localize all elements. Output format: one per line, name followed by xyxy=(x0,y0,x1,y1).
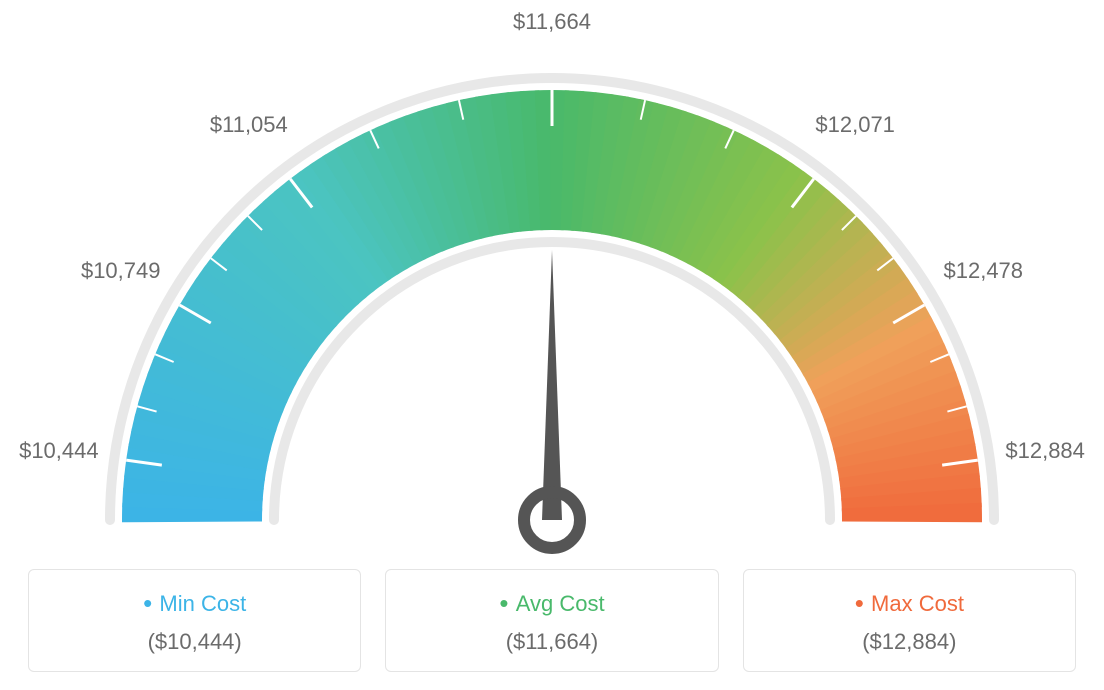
gauge-tick-label: $12,071 xyxy=(815,112,895,138)
legend-value-max: ($12,884) xyxy=(754,629,1065,655)
legend-row: Min Cost ($10,444) Avg Cost ($11,664) Ma… xyxy=(0,569,1104,672)
legend-value-min: ($10,444) xyxy=(39,629,350,655)
gauge-tick-label: $12,884 xyxy=(1005,438,1085,464)
legend-card-avg: Avg Cost ($11,664) xyxy=(385,569,718,672)
legend-card-max: Max Cost ($12,884) xyxy=(743,569,1076,672)
legend-title-max: Max Cost xyxy=(754,588,1065,619)
legend-value-avg: ($11,664) xyxy=(396,629,707,655)
legend-title-min: Min Cost xyxy=(39,588,350,619)
gauge-tick-label: $11,664 xyxy=(513,9,591,35)
gauge-tick-label: $12,478 xyxy=(944,258,1024,284)
gauge-area: $10,444 $10,749 $11,054 $11,664 $12,071 $12,4… xyxy=(0,0,1104,560)
gauge-tick-label: $11,054 xyxy=(210,112,288,138)
gauge-svg xyxy=(22,20,1082,580)
legend-card-min: Min Cost ($10,444) xyxy=(28,569,361,672)
cost-gauge-chart: $10,444 $10,749 $11,054 $11,664 $12,071 $12,4… xyxy=(0,0,1104,690)
legend-title-avg: Avg Cost xyxy=(396,588,707,619)
gauge-tick-label: $10,749 xyxy=(81,258,161,284)
gauge-tick-label: $10,444 xyxy=(19,438,99,464)
